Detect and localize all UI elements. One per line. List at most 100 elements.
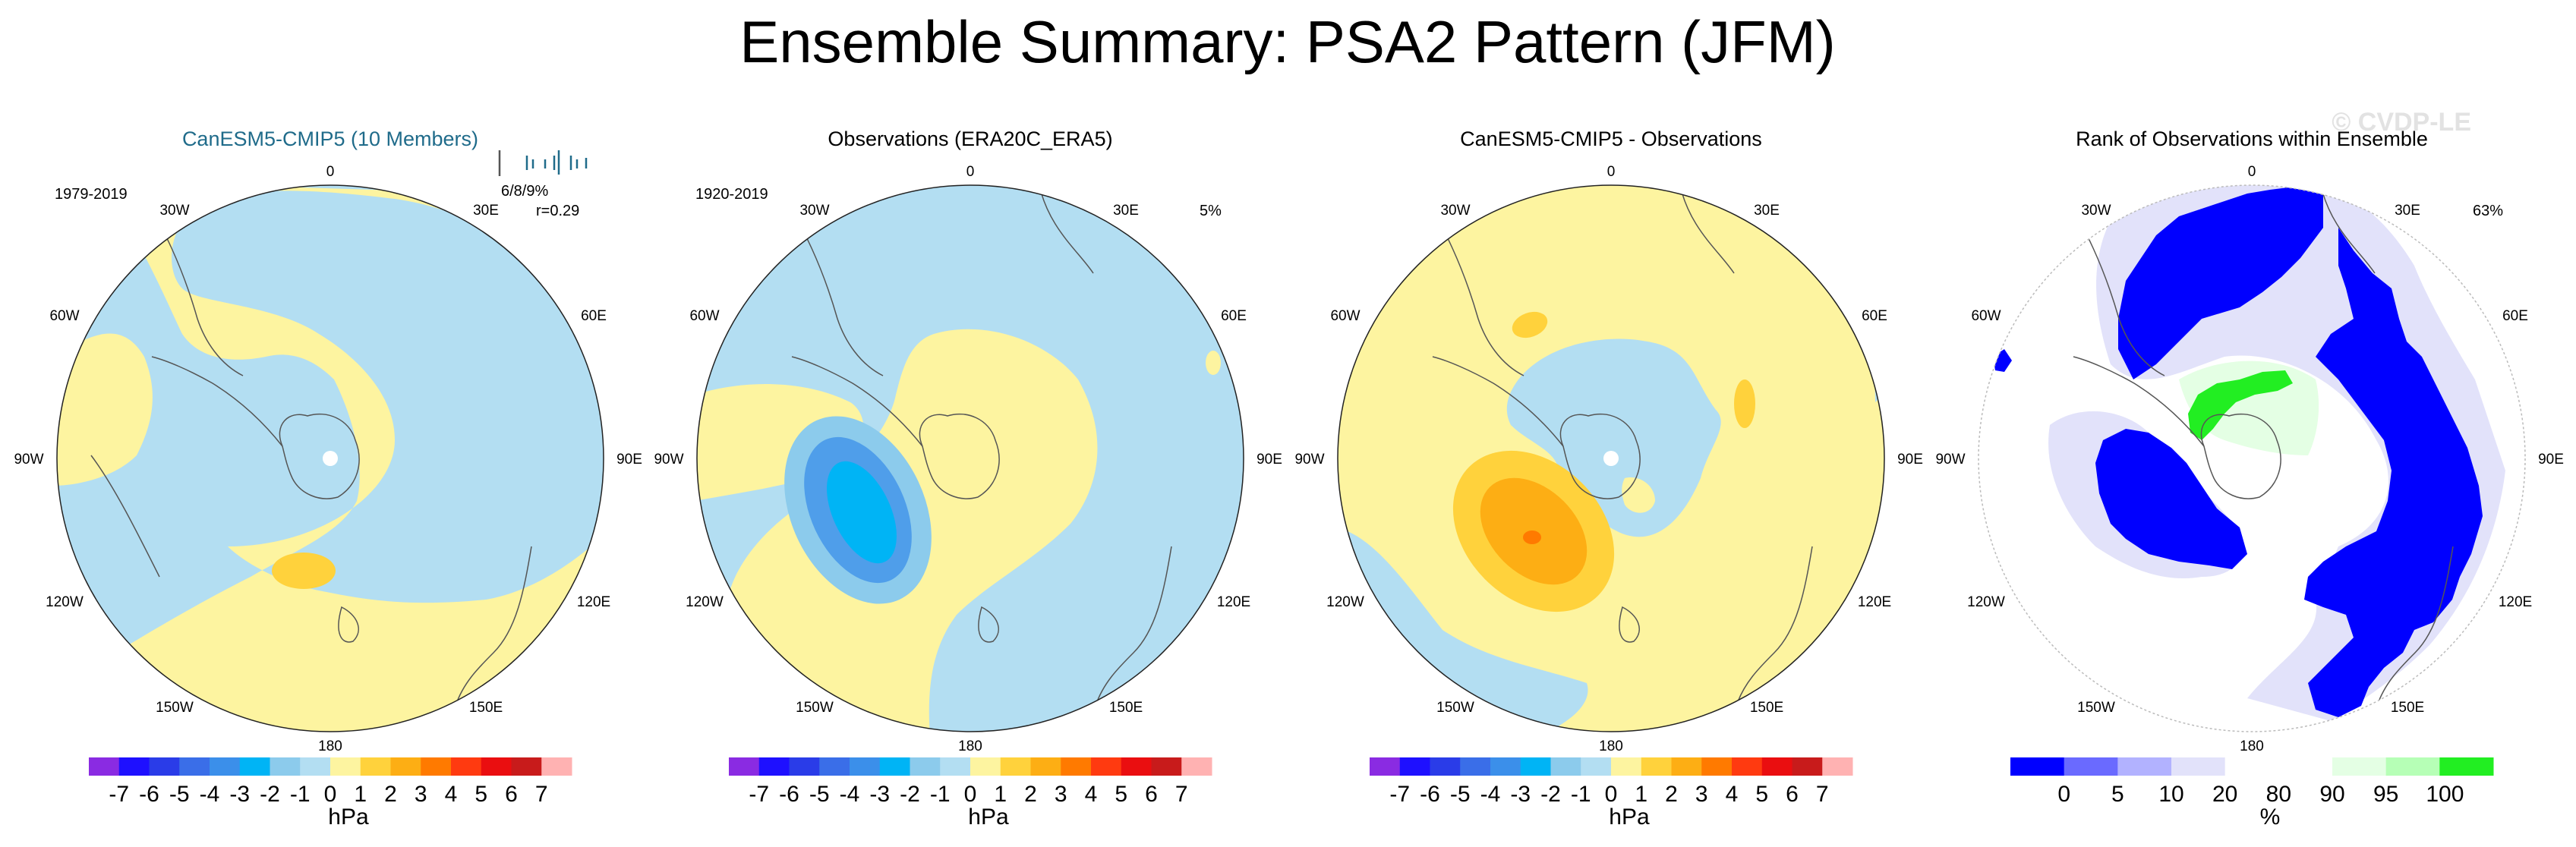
map-outline [1978, 184, 2526, 732]
colorbar-units-label: hPa [1609, 804, 1650, 830]
colorbar-tick-label: 20 [2212, 782, 2237, 807]
period-label: 1979-2019 [55, 186, 128, 203]
colorbar-swatch [2439, 757, 2494, 776]
colorbar: -7 -6 -5 -4 -3 -2 -1 0 1 2 3 4 5 6 7 hPa [1370, 757, 1853, 830]
longitude-label: 30E [2395, 203, 2420, 219]
panel-title: Rank of Observations within Ensemble [2076, 128, 2428, 150]
ensemble-ticks [498, 150, 588, 176]
colorbar-swatch [789, 757, 820, 776]
colorbar-tick-label: -7 [1389, 782, 1410, 807]
colorbar-swatch [1611, 757, 1642, 776]
map-outline [696, 184, 1244, 732]
longitude-label: 60W [1330, 308, 1360, 324]
positive-anomaly-small [1734, 379, 1755, 428]
colorbar-units-label: % [2260, 804, 2281, 830]
colorbar-tick-label: -6 [139, 782, 159, 807]
longitude-label: 30E [473, 203, 499, 219]
longitude-label: 30W [2081, 203, 2111, 219]
rank-bin-0-region [2304, 228, 2483, 717]
longitude-label: 120W [1967, 594, 2005, 610]
negative-anomaly-core [827, 461, 897, 564]
colorbar-tick-label: -5 [809, 782, 830, 807]
colorbar-swatch [2010, 757, 2065, 776]
colorbar-tick-label: -6 [1420, 782, 1440, 807]
colorbar-swatch [481, 757, 512, 776]
positive-anomaly-small [1512, 311, 1548, 338]
colorbar-tick-label: 6 [1145, 782, 1158, 807]
colorbar-tick-label: 80 [2266, 782, 2291, 807]
longitude-label: 0 [326, 164, 335, 180]
colorbar-swatch [421, 757, 452, 776]
colorbar-tick-label: 2 [384, 782, 397, 807]
colorbar: 0 5 10 20 80 90 95 100% [2010, 757, 2494, 830]
colorbar-swatch [2332, 757, 2387, 776]
stat-correlation: r=0.29 [536, 203, 579, 219]
colorbar-tick-label: 10 [2158, 782, 2183, 807]
longitude-label: 60W [689, 308, 719, 324]
rank-bin-0-region [2095, 429, 2247, 569]
longitude-label: 90E [1897, 452, 1923, 468]
colorbar-swatch [1581, 757, 1612, 776]
colorbar-tick-label: 1 [1635, 782, 1647, 807]
positive-anomaly-core [1523, 531, 1541, 544]
longitude-label: 90W [1294, 452, 1324, 468]
colorbar-swatch [1181, 757, 1212, 776]
longitude-label: 90E [2538, 452, 2564, 468]
longitude-label: 30W [159, 203, 189, 219]
colorbar-swatch [819, 757, 850, 776]
colorbar-swatch [1701, 757, 1733, 776]
colorbar-swatch [118, 757, 150, 776]
colorbar-swatch [970, 757, 1001, 776]
colorbar-tick-label: 6 [1786, 782, 1799, 807]
colorbar-tick-label: 3 [415, 782, 427, 807]
colorbar-swatch [1761, 757, 1792, 776]
longitude-label: 90W [14, 452, 43, 468]
longitude-label: 150W [2077, 700, 2115, 716]
colorbar-tick-label: -4 [1480, 782, 1501, 807]
colorbar-swatch [1430, 757, 1461, 776]
colorbar: -7 -6 -5 -4 -3 -2 -1 0 1 2 3 4 5 6 7 hPa [89, 757, 572, 830]
colorbar-swatch [910, 757, 941, 776]
watermark: © CVDP-LE [2332, 108, 2471, 137]
longitude-label: 120E [1858, 594, 1891, 610]
rank-bin-0-region [2118, 186, 2323, 379]
longitude-label: 120E [577, 594, 610, 610]
colorbar-swatch [1490, 757, 1521, 776]
longitude-label: 180 [318, 738, 342, 754]
colorbar-swatch [390, 757, 421, 776]
colorbar-tick-label: 5 [2111, 782, 2124, 807]
colorbar-tick-label: -5 [1450, 782, 1471, 807]
panel-title: Observations (ERA20C_ERA5) [828, 128, 1112, 150]
colorbar-tick-label: -2 [900, 782, 920, 807]
colorbar-tick-label: -3 [1510, 782, 1531, 807]
colorbar-tick-label: 4 [1726, 782, 1739, 807]
longitude-label: 120E [2499, 594, 2532, 610]
colorbar-swatch [179, 757, 210, 776]
colorbar-swatch [300, 757, 331, 776]
longitude-label: 180 [958, 738, 982, 754]
longitude-label: 150E [1109, 700, 1143, 716]
colorbar-swatch [879, 757, 910, 776]
longitude-label: 150W [796, 700, 834, 716]
colorbar-tick-label: 5 [1755, 782, 1768, 807]
colorbar-swatch [149, 757, 180, 776]
colorbar-swatch [270, 757, 301, 776]
colorbar-tick-label: 0 [1605, 782, 1618, 807]
colorbar-tick-label: 0 [964, 782, 977, 807]
colorbar-swatch [1671, 757, 1702, 776]
positive-fill-hole [1622, 477, 1655, 513]
colorbar-tick-label: -4 [200, 782, 220, 807]
colorbar-units-label: hPa [968, 804, 1009, 830]
panel-model-mean: CanESM5-CMIP5 (10 Members) 0 30E 60E 90E… [14, 128, 642, 830]
colorbar-swatch [2171, 757, 2226, 776]
colorbar-swatch [451, 757, 482, 776]
stat-percent: 6/8/9% [501, 183, 548, 200]
colorbar-swatch [1399, 757, 1430, 776]
colorbar-swatch [1061, 757, 1092, 776]
colorbar-swatch [940, 757, 971, 776]
colorbar-swatch [89, 757, 120, 776]
longitude-label: 180 [2240, 738, 2264, 754]
figure-title: Ensemble Summary: PSA2 Pattern (JFM) [739, 8, 1835, 75]
colorbar-tick-label: -1 [930, 782, 951, 807]
